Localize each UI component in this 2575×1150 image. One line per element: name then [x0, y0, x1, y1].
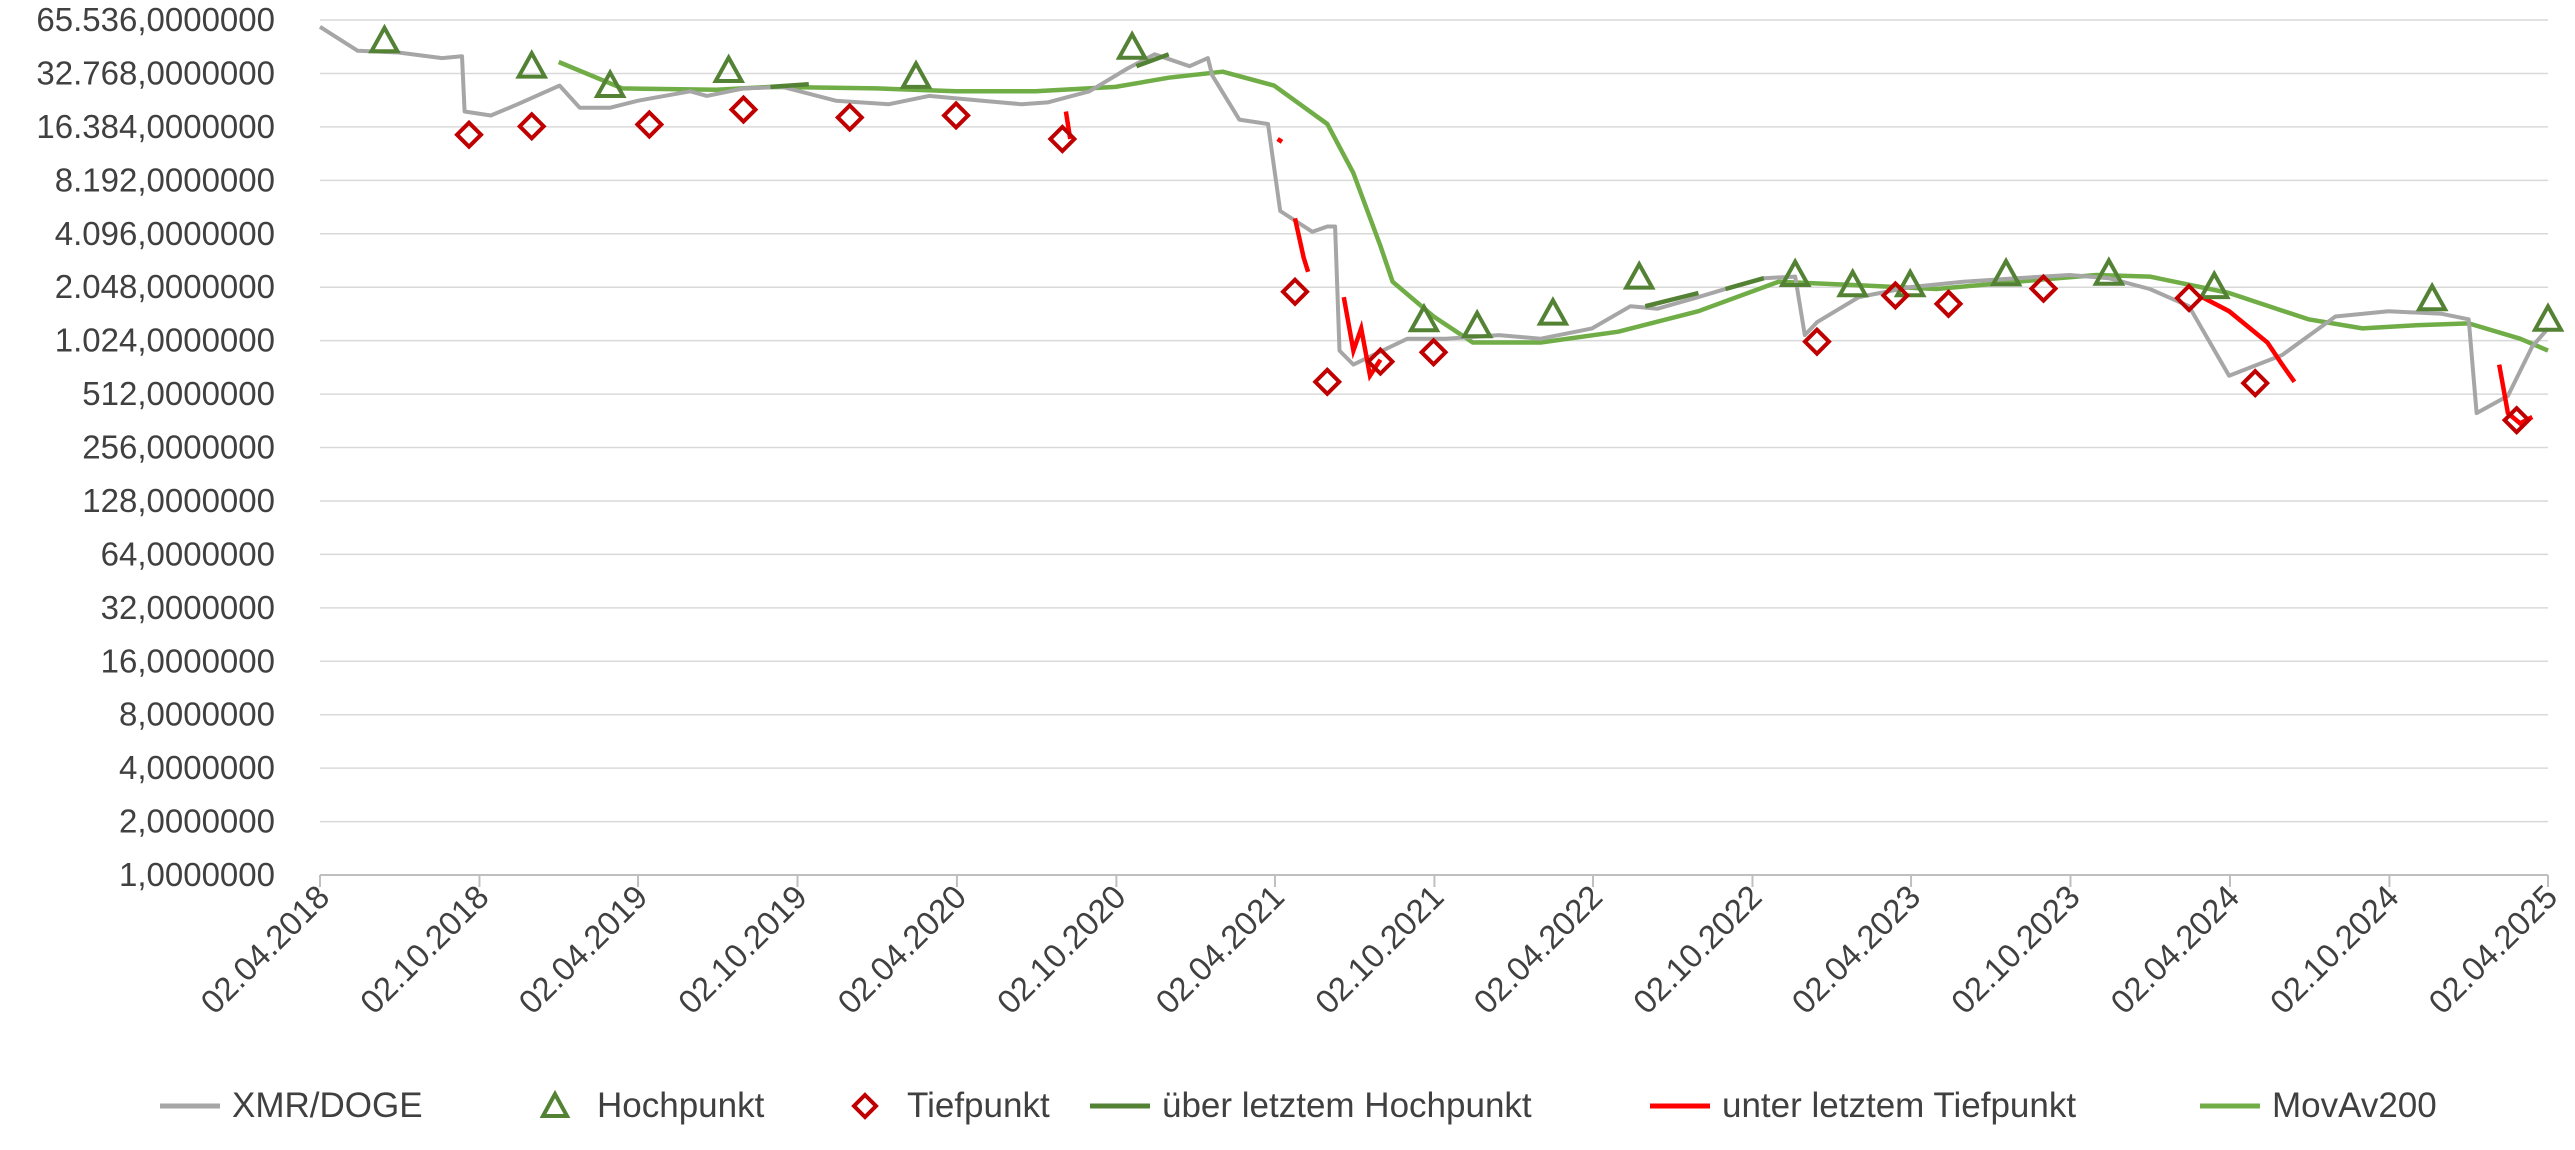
y-tick-label: 32.768,0000000 [36, 54, 275, 91]
high-point-marker [2092, 256, 2126, 286]
y-tick-label: 16.384,0000000 [36, 108, 275, 145]
high-point-marker [712, 53, 746, 83]
legend-label: XMR/DOGE [232, 1086, 423, 1125]
low-point-marker [454, 119, 484, 150]
y-tick-label: 64,0000000 [101, 535, 275, 572]
low-point-marker [834, 102, 865, 133]
y-tick-label: 512,0000000 [82, 375, 275, 412]
legend-swatch [539, 1089, 571, 1118]
x-axis: 02.04.2018 02.10.2018 02.04.2019 02.10.2019… [193, 874, 2564, 1021]
legend-swatch [851, 1092, 879, 1120]
x-tick-label: 02.04.2023 [1784, 878, 1927, 1021]
x-tick-label: 02.10.2021 [1308, 878, 1451, 1021]
y-tick-label: 16,0000000 [101, 642, 275, 679]
below-last-low-segment [1292, 217, 1311, 273]
y-tick-label: 1,0000000 [119, 856, 275, 893]
high-point-marker [1407, 302, 1441, 333]
x-tick-label: 02.10.2020 [990, 878, 1133, 1021]
low-point-marker [1365, 346, 1396, 377]
low-point-marker [941, 100, 971, 131]
above-last-high-segment [1135, 52, 1170, 69]
high-point-marker [2415, 281, 2449, 312]
y-tick-label: 1.024,0000000 [55, 322, 275, 359]
y-axis: 1,0000000 2,0000000 4,0000000 8,0000000 16,0… [36, 1, 275, 893]
x-tick-label: 02.04.2019 [511, 878, 654, 1021]
high-point-marker [1115, 30, 1149, 60]
low-point-marker [634, 109, 665, 140]
below-last-low-segment [1276, 137, 1284, 144]
x-tick-label: 02.10.2023 [1944, 878, 2087, 1021]
high-point-marker [593, 68, 627, 98]
high-point-marker [1460, 308, 1494, 339]
x-tick-label: 02.04.2024 [2103, 878, 2246, 1021]
legend-label: über letztem Hochpunkt [1162, 1086, 1532, 1125]
y-tick-label: 65.536,0000000 [36, 1, 275, 38]
high-point-marker [1778, 257, 1812, 288]
legend-label: Hochpunkt [597, 1086, 765, 1125]
legend-item: XMR/DOGE [160, 1086, 423, 1125]
y-tick-label: 4.096,0000000 [55, 215, 275, 252]
high-point-marker [1989, 256, 2023, 287]
x-tick-label: 02.04.2022 [1466, 878, 1609, 1021]
above-last-high-segment [770, 81, 809, 90]
low-point-marker [2028, 273, 2059, 304]
low-point-marker [1802, 326, 1832, 357]
above-last-high-segment [1724, 276, 1765, 292]
above-last-high-segment [1644, 290, 1699, 309]
y-tick-label: 2.048,0000000 [55, 268, 275, 305]
low-point-marker [1047, 124, 1078, 154]
movav200-line [557, 59, 2549, 353]
y-tick-label: 8,0000000 [119, 696, 275, 733]
legend: XMR/DOGE Hochpunkt Tiefpunkt über letztem H… [160, 1086, 2437, 1125]
low-point-marker [1280, 276, 1310, 307]
high-point-marker [1536, 296, 1570, 326]
x-tick-label: 02.10.2018 [353, 878, 496, 1021]
x-tick-label: 02.10.2024 [2263, 878, 2406, 1021]
high-point-marker [1893, 267, 1927, 298]
x-tick-label: 02.04.2021 [1148, 878, 1291, 1021]
high-point-marker [515, 49, 549, 79]
low-point-marker [2174, 283, 2204, 313]
legend-item: über letztem Hochpunkt [1090, 1086, 1532, 1125]
low-point-marker [2240, 368, 2271, 398]
x-tick-label: 02.04.2018 [193, 878, 336, 1021]
legend-item: unter letztem Tiefpunkt [1650, 1086, 2076, 1125]
y-tick-label: 8.192,0000000 [55, 161, 275, 198]
xmr-doge-line [318, 25, 2550, 416]
high-point-marker [899, 59, 933, 89]
y-tick-label: 256,0000000 [82, 429, 275, 466]
low-point-marker [2501, 405, 2532, 435]
legend-item: Tiefpunkt [851, 1086, 1050, 1125]
high-point-marker [2197, 269, 2231, 300]
high-point-marker [1622, 260, 1656, 290]
markers [368, 23, 2565, 435]
y-tick-label: 4,0000000 [119, 749, 275, 786]
legend-label: MovAv200 [2272, 1086, 2437, 1125]
legend-item: Hochpunkt [539, 1086, 765, 1125]
x-tick-label: 02.10.2022 [1626, 878, 1769, 1021]
x-tick-label: 02.04.2020 [830, 878, 973, 1021]
grid [320, 19, 2548, 876]
x-tick-label: 02.04.2025 [2421, 878, 2564, 1021]
legend-label: Tiefpunkt [907, 1086, 1050, 1125]
y-tick-label: 2,0000000 [119, 803, 275, 840]
low-point-marker [1418, 337, 1449, 368]
low-point-marker [728, 94, 759, 125]
low-point-marker [516, 111, 547, 142]
y-tick-label: 128,0000000 [82, 482, 275, 519]
high-point-marker [368, 23, 401, 54]
high-point-marker [1836, 267, 1870, 298]
x-tick-label: 02.10.2019 [671, 878, 814, 1021]
y-tick-label: 32,0000000 [101, 589, 275, 626]
legend-item: MovAv200 [2200, 1086, 2437, 1125]
legend-label: unter letztem Tiefpunkt [1722, 1086, 2076, 1125]
below-last-low-segment [1341, 296, 1383, 382]
low-point-marker [1933, 289, 1964, 319]
high-point-marker [2531, 302, 2565, 332]
below-last-low-segment [2201, 295, 2297, 384]
low-point-marker [1880, 280, 1911, 311]
low-point-marker [1312, 367, 1343, 397]
